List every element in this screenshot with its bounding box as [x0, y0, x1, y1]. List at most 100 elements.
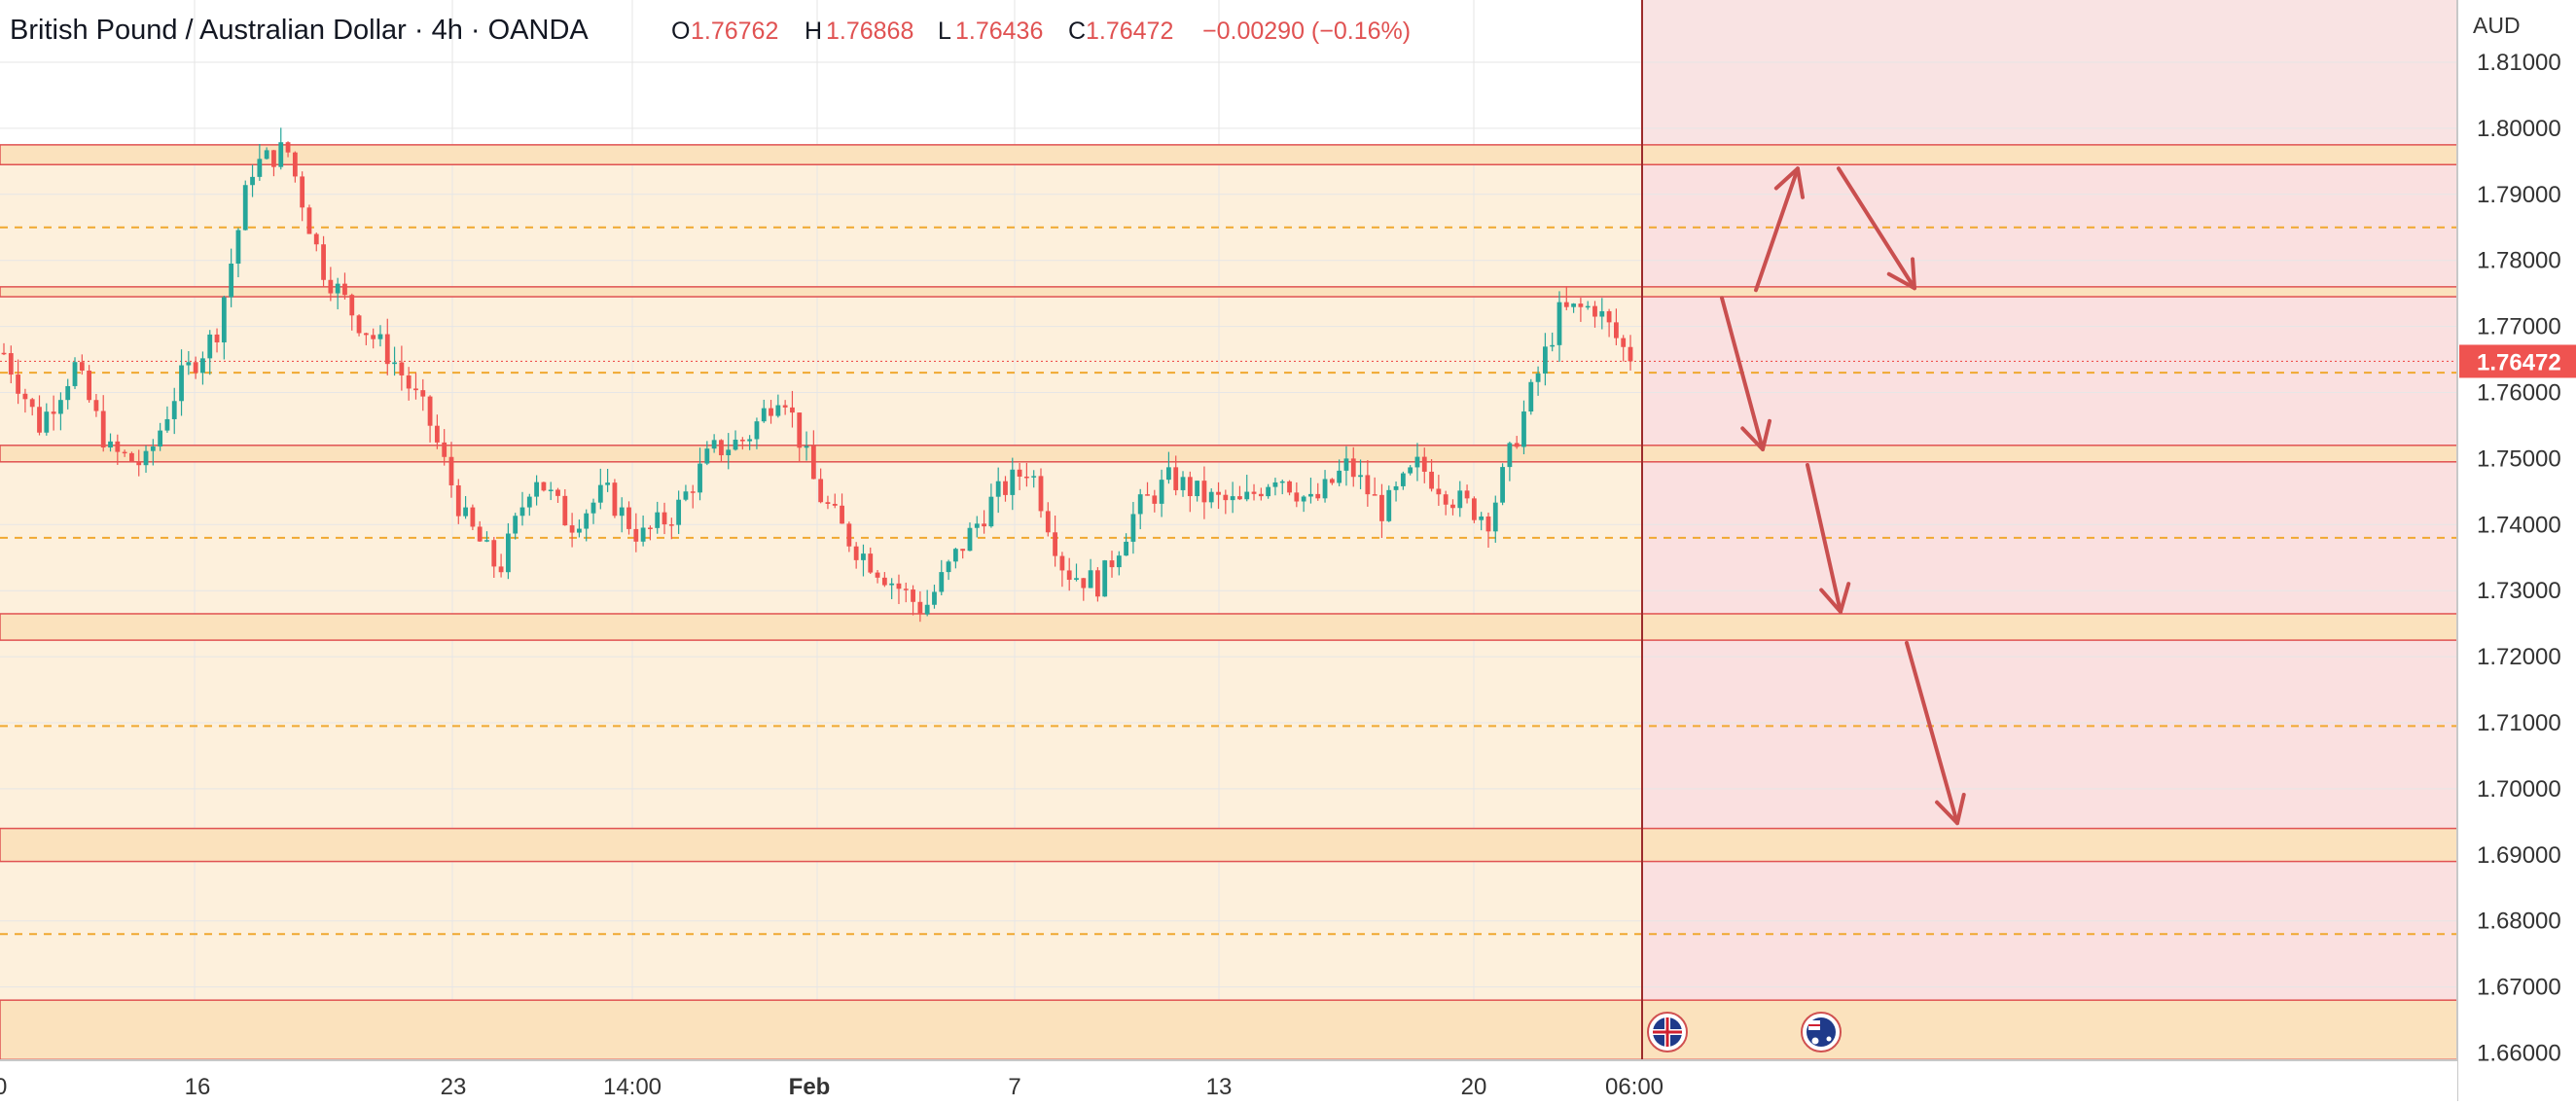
time-tick-label: Feb	[789, 1074, 831, 1100]
price-tick-label: 1.72000	[2477, 644, 2561, 670]
candle-body	[427, 396, 433, 426]
candle-body	[995, 481, 1001, 497]
candle-body	[676, 499, 682, 525]
candle-body	[698, 463, 702, 493]
candle-body	[1578, 303, 1584, 307]
price-tick-label: 1.77000	[2477, 314, 2561, 340]
candle-body	[250, 176, 255, 186]
au-flag-icon[interactable]	[1801, 1012, 1842, 1052]
candle-body	[896, 583, 902, 589]
candle-body	[1343, 458, 1349, 471]
candle-body	[1628, 346, 1633, 362]
candle-body	[804, 446, 809, 448]
candle-body	[1102, 560, 1108, 597]
price-tick-label: 1.73000	[2477, 578, 2561, 604]
candle-body	[1003, 481, 1008, 495]
candle-body	[356, 315, 362, 334]
candle-body	[1059, 555, 1065, 571]
projection-arrow	[1905, 640, 1959, 826]
candle-body	[399, 362, 405, 375]
candle-body	[321, 244, 326, 280]
candle-body	[1109, 560, 1115, 568]
candle-body	[584, 513, 590, 529]
candle-body	[22, 393, 28, 400]
candle-body	[179, 365, 184, 402]
candle-body	[377, 334, 383, 339]
candle-body	[1272, 482, 1278, 487]
candle-body	[1230, 496, 1235, 501]
price-tick-label: 1.79000	[2477, 182, 2561, 208]
candle-body	[903, 589, 909, 590]
time-tick-label: 0	[0, 1074, 7, 1100]
candle-body	[662, 512, 667, 525]
candle-body	[797, 412, 803, 448]
price-axis-panel	[2457, 0, 2576, 1101]
close-value: 1.76472	[1086, 18, 1173, 45]
candle-body	[569, 525, 575, 533]
candle-body	[363, 333, 369, 336]
candle-body	[1145, 494, 1150, 496]
candle-body	[1208, 491, 1214, 503]
candle-body	[186, 362, 192, 366]
candle-body	[420, 390, 426, 397]
candle-body	[1507, 443, 1513, 468]
candle-body	[1436, 488, 1442, 495]
candle-body	[1081, 578, 1087, 589]
candle-body	[313, 233, 319, 245]
candle-body	[1350, 458, 1356, 478]
candle-body	[952, 549, 958, 562]
candle-body	[1613, 322, 1619, 339]
candle-body	[1528, 381, 1534, 412]
candle-body	[1500, 467, 1505, 503]
candle-body	[726, 449, 732, 456]
candle-body	[1195, 481, 1200, 497]
candle-body	[1592, 305, 1597, 317]
candle-body	[1550, 344, 1556, 347]
candle-body	[881, 577, 887, 586]
projection-arrow	[1720, 296, 1765, 452]
au-star-large	[1811, 1037, 1819, 1045]
candle-body	[597, 484, 603, 503]
au-star	[1826, 1036, 1832, 1042]
candle-body	[342, 283, 347, 296]
candle-body	[640, 527, 646, 542]
candle-body	[1450, 504, 1455, 509]
candle-body	[463, 507, 468, 517]
candle-body	[513, 516, 519, 534]
uk-flag-icon[interactable]	[1647, 1012, 1688, 1052]
candle-body	[1464, 490, 1470, 499]
price-tick-label: 1.75000	[2477, 446, 2561, 472]
candle-body	[1329, 479, 1335, 483]
candle-body	[1563, 302, 1569, 307]
candle-body	[1301, 496, 1306, 502]
candle-body	[960, 549, 966, 552]
candle-body	[51, 411, 56, 414]
candle-body	[448, 456, 454, 485]
candle-body	[349, 295, 355, 316]
candle-body	[590, 502, 596, 514]
candle-body	[1088, 570, 1093, 589]
candle-body	[534, 482, 539, 497]
candle-body	[1542, 346, 1548, 375]
candle-body	[1017, 469, 1022, 477]
candle-body	[1386, 489, 1392, 521]
time-tick-label: 14:00	[603, 1074, 662, 1100]
candle-body	[988, 496, 994, 527]
candle-body	[1074, 578, 1079, 581]
candle-body	[164, 418, 170, 431]
candle-body	[1216, 491, 1221, 495]
candle-body	[840, 505, 844, 524]
candle-body	[1599, 310, 1605, 317]
candle-body	[1116, 555, 1122, 568]
candle-body	[442, 442, 447, 457]
candle-body	[136, 461, 142, 466]
candle-body	[1266, 486, 1271, 497]
candle-body	[832, 503, 838, 506]
candle-body	[1514, 443, 1520, 447]
candle-body	[1031, 476, 1037, 478]
open-value: 1.76762	[691, 18, 778, 45]
projection-arrow	[1806, 463, 1843, 614]
candle-body	[612, 482, 618, 517]
